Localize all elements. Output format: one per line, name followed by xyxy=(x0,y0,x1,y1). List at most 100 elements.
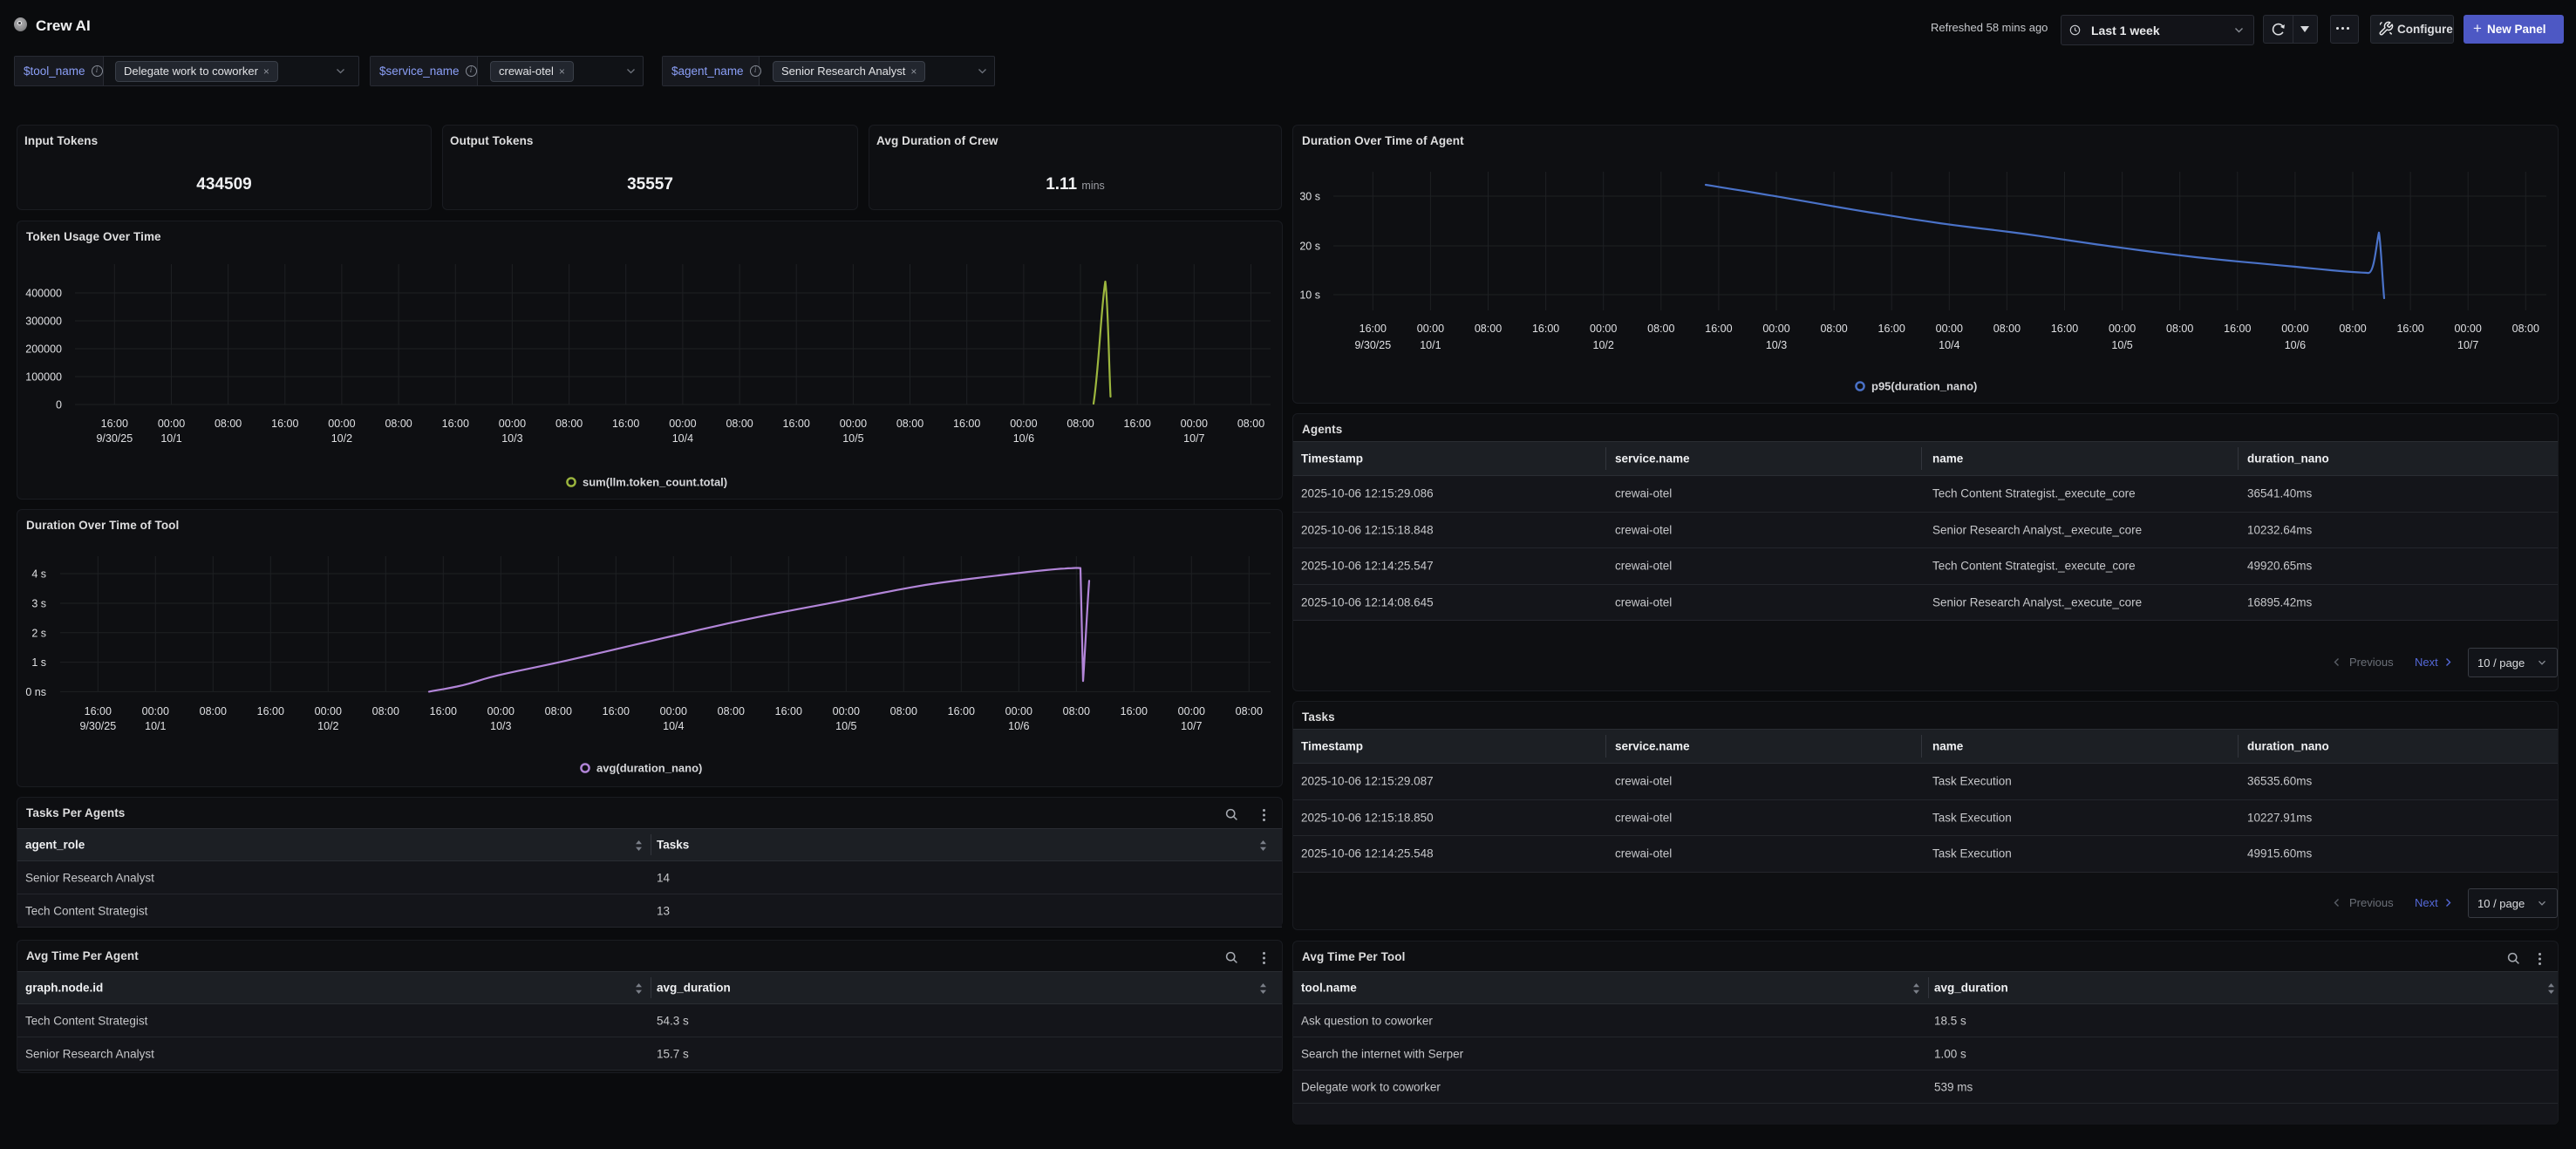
svg-text:sum(llm.token_count.total): sum(llm.token_count.total) xyxy=(583,476,727,489)
svg-text:300000: 300000 xyxy=(25,316,62,328)
svg-text:00:00: 00:00 xyxy=(1590,323,1617,335)
svg-text:10/2: 10/2 xyxy=(317,720,338,732)
svg-text:08:00: 08:00 xyxy=(1067,418,1094,430)
svg-text:00:00: 00:00 xyxy=(1417,323,1444,335)
svg-text:200000: 200000 xyxy=(25,343,62,356)
svg-text:10/2: 10/2 xyxy=(1593,339,1614,351)
svg-text:0 ns: 0 ns xyxy=(25,686,46,698)
svg-text:1 s: 1 s xyxy=(31,656,46,669)
svg-text:08:00: 08:00 xyxy=(372,705,399,717)
svg-text:20 s: 20 s xyxy=(1299,241,1320,253)
svg-text:9/30/25: 9/30/25 xyxy=(79,720,116,732)
svg-text:10 s: 10 s xyxy=(1299,289,1320,302)
svg-text:0: 0 xyxy=(56,399,62,411)
svg-text:16:00: 16:00 xyxy=(85,705,112,717)
svg-text:00:00: 00:00 xyxy=(2455,323,2482,335)
svg-text:00:00: 00:00 xyxy=(1010,418,1037,430)
svg-text:00:00: 00:00 xyxy=(669,418,696,430)
svg-text:08:00: 08:00 xyxy=(890,705,917,717)
svg-text:08:00: 08:00 xyxy=(385,418,412,430)
svg-text:08:00: 08:00 xyxy=(1236,705,1263,717)
svg-text:10/4: 10/4 xyxy=(1939,339,1959,351)
svg-text:16:00: 16:00 xyxy=(101,418,128,430)
svg-text:9/30/25: 9/30/25 xyxy=(1354,339,1391,351)
svg-text:10/1: 10/1 xyxy=(1420,339,1441,351)
svg-text:2 s: 2 s xyxy=(31,627,46,639)
svg-text:10/6: 10/6 xyxy=(1008,720,1029,732)
svg-text:16:00: 16:00 xyxy=(603,705,630,717)
svg-text:16:00: 16:00 xyxy=(1124,418,1151,430)
svg-text:00:00: 00:00 xyxy=(660,705,687,717)
svg-text:08:00: 08:00 xyxy=(1993,323,2021,335)
svg-text:p95(duration_nano): p95(duration_nano) xyxy=(1871,380,1977,393)
svg-text:10/2: 10/2 xyxy=(331,432,352,445)
svg-text:16:00: 16:00 xyxy=(1532,323,1559,335)
svg-text:00:00: 00:00 xyxy=(328,418,355,430)
svg-text:16:00: 16:00 xyxy=(1705,323,1732,335)
svg-text:10/5: 10/5 xyxy=(835,720,856,732)
svg-text:4 s: 4 s xyxy=(31,568,46,581)
svg-text:00:00: 00:00 xyxy=(487,705,515,717)
svg-text:08:00: 08:00 xyxy=(1820,323,1847,335)
svg-text:16:00: 16:00 xyxy=(2051,323,2078,335)
svg-text:16:00: 16:00 xyxy=(1360,323,1387,335)
svg-text:10/4: 10/4 xyxy=(672,432,693,445)
svg-text:10/7: 10/7 xyxy=(1183,432,1204,445)
svg-text:10/6: 10/6 xyxy=(1013,432,1034,445)
svg-text:avg(duration_nano): avg(duration_nano) xyxy=(596,762,702,775)
svg-text:08:00: 08:00 xyxy=(718,705,745,717)
svg-text:16:00: 16:00 xyxy=(2396,323,2423,335)
svg-text:16:00: 16:00 xyxy=(1878,323,1905,335)
svg-text:16:00: 16:00 xyxy=(271,418,298,430)
svg-text:10/5: 10/5 xyxy=(2111,339,2132,351)
svg-text:08:00: 08:00 xyxy=(555,418,583,430)
svg-text:400000: 400000 xyxy=(25,288,62,300)
svg-text:10/6: 10/6 xyxy=(2285,339,2306,351)
svg-text:08:00: 08:00 xyxy=(726,418,753,430)
svg-text:16:00: 16:00 xyxy=(430,705,457,717)
svg-text:08:00: 08:00 xyxy=(215,418,242,430)
svg-text:10/3: 10/3 xyxy=(1766,339,1787,351)
svg-text:00:00: 00:00 xyxy=(2109,323,2136,335)
svg-text:9/30/25: 9/30/25 xyxy=(96,432,133,445)
svg-text:10/7: 10/7 xyxy=(1181,720,1202,732)
svg-text:00:00: 00:00 xyxy=(2281,323,2308,335)
svg-text:16:00: 16:00 xyxy=(612,418,639,430)
svg-text:00:00: 00:00 xyxy=(499,418,526,430)
svg-text:08:00: 08:00 xyxy=(2512,323,2539,335)
svg-text:08:00: 08:00 xyxy=(1647,323,1674,335)
svg-text:00:00: 00:00 xyxy=(142,705,169,717)
svg-text:00:00: 00:00 xyxy=(833,705,860,717)
svg-text:00:00: 00:00 xyxy=(158,418,185,430)
svg-text:00:00: 00:00 xyxy=(315,705,342,717)
svg-text:00:00: 00:00 xyxy=(1005,705,1032,717)
svg-text:08:00: 08:00 xyxy=(200,705,227,717)
svg-text:16:00: 16:00 xyxy=(2224,323,2251,335)
svg-text:16:00: 16:00 xyxy=(783,418,810,430)
svg-text:08:00: 08:00 xyxy=(545,705,572,717)
svg-text:100000: 100000 xyxy=(25,371,62,384)
svg-text:10/5: 10/5 xyxy=(842,432,863,445)
svg-text:00:00: 00:00 xyxy=(840,418,867,430)
svg-text:08:00: 08:00 xyxy=(896,418,923,430)
svg-text:10/7: 10/7 xyxy=(2457,339,2478,351)
svg-text:16:00: 16:00 xyxy=(948,705,975,717)
svg-text:08:00: 08:00 xyxy=(1237,418,1264,430)
svg-text:16:00: 16:00 xyxy=(1121,705,1148,717)
svg-text:00:00: 00:00 xyxy=(1762,323,1789,335)
svg-text:16:00: 16:00 xyxy=(257,705,284,717)
svg-text:16:00: 16:00 xyxy=(953,418,980,430)
svg-text:00:00: 00:00 xyxy=(1181,418,1208,430)
svg-text:16:00: 16:00 xyxy=(442,418,469,430)
svg-text:08:00: 08:00 xyxy=(2166,323,2193,335)
svg-text:3 s: 3 s xyxy=(31,598,46,610)
svg-text:00:00: 00:00 xyxy=(1936,323,1963,335)
svg-text:00:00: 00:00 xyxy=(1178,705,1205,717)
svg-text:08:00: 08:00 xyxy=(1063,705,1090,717)
svg-text:08:00: 08:00 xyxy=(1475,323,1502,335)
svg-text:10/4: 10/4 xyxy=(663,720,684,732)
svg-text:10/3: 10/3 xyxy=(501,432,522,445)
svg-text:08:00: 08:00 xyxy=(2339,323,2366,335)
svg-text:10/3: 10/3 xyxy=(490,720,511,732)
svg-text:30 s: 30 s xyxy=(1299,191,1320,203)
